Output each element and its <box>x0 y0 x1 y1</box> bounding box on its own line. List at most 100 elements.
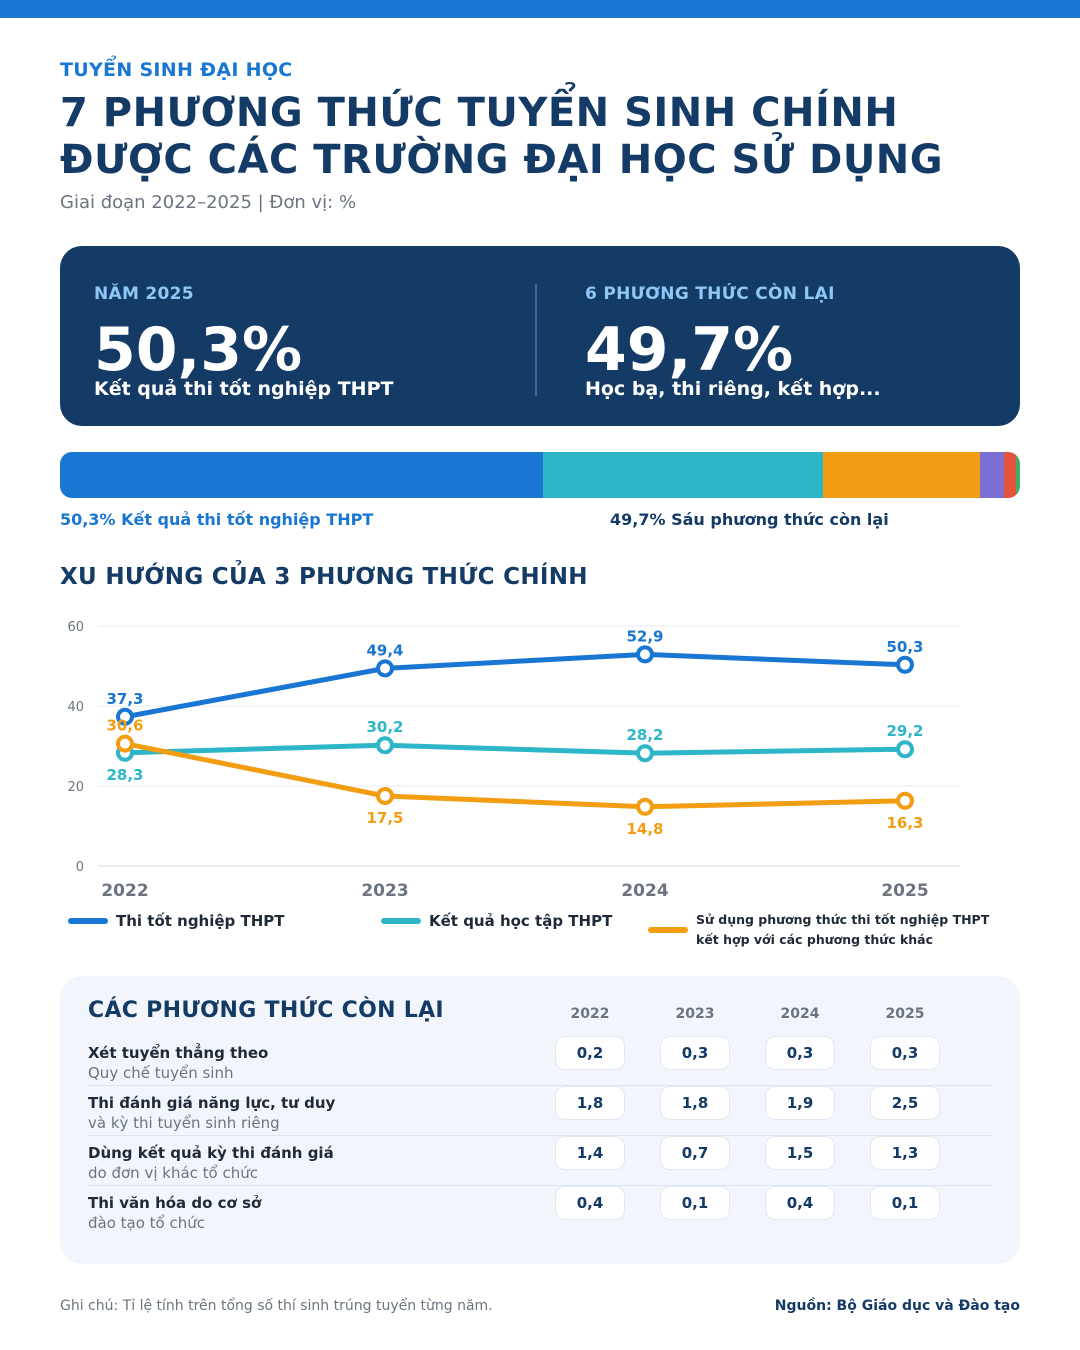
value-cell: 0,3 <box>765 1036 835 1070</box>
share-stacked-bar <box>60 452 1020 498</box>
series-line-3 <box>122 741 908 810</box>
data-label: 49,4 <box>366 641 403 659</box>
data-point <box>636 645 654 664</box>
data-point <box>116 707 134 726</box>
x-tick-label: 2023 <box>361 881 408 900</box>
x-tick-label: 2022 <box>101 881 148 900</box>
data-point <box>376 659 394 678</box>
hero-right-value: 49,7% <box>585 315 794 385</box>
legend-swatch-hoc-ba <box>381 918 421 924</box>
legend-item-thpt: Thi tốt nghiệp THPT <box>68 912 285 930</box>
series-line-1 <box>122 651 908 720</box>
value-cell: 0,7 <box>660 1136 730 1170</box>
value-cell: 1,3 <box>870 1136 940 1170</box>
method-subtitle: đào tạo tổ chức <box>88 1214 206 1232</box>
year-header-2022: 2022 <box>570 1006 610 1022</box>
hero-left-desc: Kết quả thi tốt nghiệp THPT <box>94 378 394 400</box>
trend-line-chart: 0 20 40 60 2022 2023 2024 2025 37,3 49,4 52,9 50,3 2… <box>67 620 960 900</box>
y-tick-label: 40 <box>67 700 84 715</box>
stack-segment-2 <box>542 452 824 498</box>
table-row: Thi đánh giá năng lực, tư duy và kỳ thi … <box>88 1086 992 1136</box>
hero-right-desc: Học bạ, thi riêng, kết hợp... <box>585 378 881 400</box>
value-cell: 2,5 <box>870 1086 940 1120</box>
data-point <box>636 744 654 763</box>
data-label: 28,2 <box>626 726 663 744</box>
data-label: 52,9 <box>626 627 663 645</box>
data-label: 30,6 <box>106 717 143 735</box>
data-point <box>376 787 394 805</box>
year-header-2024: 2024 <box>780 1006 820 1022</box>
hero-right: 6 PHƯƠNG THỨC CÒN LẠI 49,7% Học bạ, thi … <box>585 284 881 400</box>
source-credit: Nguồn: Bộ Giáo dục và Đào tạo <box>774 1298 1020 1314</box>
data-label: 14,8 <box>626 820 663 838</box>
title-line-1: 7 PHƯƠNG THỨC TUYỂN SINH CHÍNH <box>60 90 899 136</box>
table-row: Dùng kết quả kỳ thi đánh giá do đơn vị k… <box>88 1136 992 1186</box>
legend-label-thpt: Thi tốt nghiệp THPT <box>116 912 285 930</box>
legend-swatch-ket-hop <box>648 927 688 933</box>
top-accent-bar <box>0 0 1080 18</box>
value-cell: 0,2 <box>555 1036 625 1070</box>
value-cell: 1,8 <box>660 1086 730 1120</box>
x-tick-label: 2024 <box>621 881 668 900</box>
value-cell: 0,3 <box>660 1036 730 1070</box>
y-tick-label: 20 <box>67 780 84 795</box>
hero-left: NĂM 2025 50,3% Kết quả thi tốt nghiệp TH… <box>94 284 393 400</box>
data-point <box>636 797 654 816</box>
data-label: 37,3 <box>106 690 143 708</box>
data-point <box>116 734 134 753</box>
stack-right-label: 49,7% Sáu phương thức còn lại <box>610 510 889 529</box>
table-row: Thi văn hóa do cơ sở đào tạo tổ chức 0,4… <box>88 1186 992 1236</box>
stack-segment-6 <box>1016 452 1020 498</box>
y-tick-label: 60 <box>67 620 84 635</box>
data-label: 30,2 <box>366 718 403 736</box>
legend-label-ket-hop-line2: kết hợp với các phương thức khác <box>696 932 934 947</box>
other-methods-title: CÁC PHƯƠNG THỨC CÒN LẠI <box>88 998 444 1023</box>
stack-left-label: 50,3% Kết quả thi tốt nghiệp THPT <box>60 510 374 529</box>
value-cell: 1,9 <box>765 1086 835 1120</box>
legend-label-ket-hop-line1: Sử dụng phương thức thi tốt nghiệp THPT <box>696 912 990 927</box>
data-label: 29,2 <box>886 722 923 740</box>
table-row: Xét tuyển thẳng theo Quy chế tuyển sinh … <box>88 1036 992 1086</box>
method-subtitle: và kỳ thi tuyển sinh riêng <box>88 1114 280 1132</box>
x-tick-label: 2025 <box>881 881 928 900</box>
title-line-2: ĐƯỢC CÁC TRƯỜNG ĐẠI HỌC SỬ DỤNG <box>60 137 944 183</box>
data-label: 17,5 <box>366 809 403 827</box>
legend-swatch-thpt <box>68 918 108 924</box>
value-cell: 1,8 <box>555 1086 625 1120</box>
data-label: 50,3 <box>886 638 923 656</box>
page-title: 7 PHƯƠNG THỨC TUYỂN SINH CHÍNH ĐƯỢC CÁC … <box>60 90 943 184</box>
stack-segment-1 <box>60 452 543 498</box>
y-tick-label: 0 <box>76 860 84 875</box>
value-cell: 0,1 <box>660 1186 730 1220</box>
method-subtitle: Quy chế tuyển sinh <box>88 1064 234 1082</box>
legend-item-hoc-ba: Kết quả học tập THPT <box>381 912 612 930</box>
data-point <box>896 655 914 674</box>
hero-left-value: 50,3% <box>94 315 303 385</box>
hero-divider <box>535 284 537 396</box>
data-point <box>896 791 914 810</box>
footnote: Ghi chú: Tỉ lệ tính trên tổng số thí sin… <box>60 1298 493 1314</box>
stack-segment-4 <box>979 452 1004 498</box>
stack-segment-3 <box>823 452 980 498</box>
row-divider <box>88 1185 992 1186</box>
data-point <box>376 736 394 755</box>
value-cell: 1,5 <box>765 1136 835 1170</box>
method-name: Xét tuyển thẳng theo <box>88 1044 269 1062</box>
data-label: 28,3 <box>106 766 143 784</box>
row-divider <box>88 1085 992 1086</box>
value-cell: 0,3 <box>870 1036 940 1070</box>
value-cell: 1,4 <box>555 1136 625 1170</box>
value-cell: 0,4 <box>765 1186 835 1220</box>
series-line-2 <box>122 742 908 756</box>
legend-item-ket-hop: Sử dụng phương thức thi tốt nghiệp THPT … <box>648 910 989 950</box>
legend-label-hoc-ba: Kết quả học tập THPT <box>429 912 613 930</box>
value-cell: 0,1 <box>870 1186 940 1220</box>
year-header-2025: 2025 <box>885 1006 925 1022</box>
method-name: Thi đánh giá năng lực, tư duy <box>88 1094 336 1112</box>
data-point <box>896 740 914 759</box>
data-label: 16,3 <box>886 814 923 832</box>
row-divider <box>88 1135 992 1136</box>
hero-right-label: 6 PHƯƠNG THỨC CÒN LẠI <box>585 284 835 304</box>
hero-left-label: NĂM 2025 <box>94 284 194 304</box>
hero-panel: NĂM 2025 50,3% Kết quả thi tốt nghiệp TH… <box>60 246 1020 426</box>
